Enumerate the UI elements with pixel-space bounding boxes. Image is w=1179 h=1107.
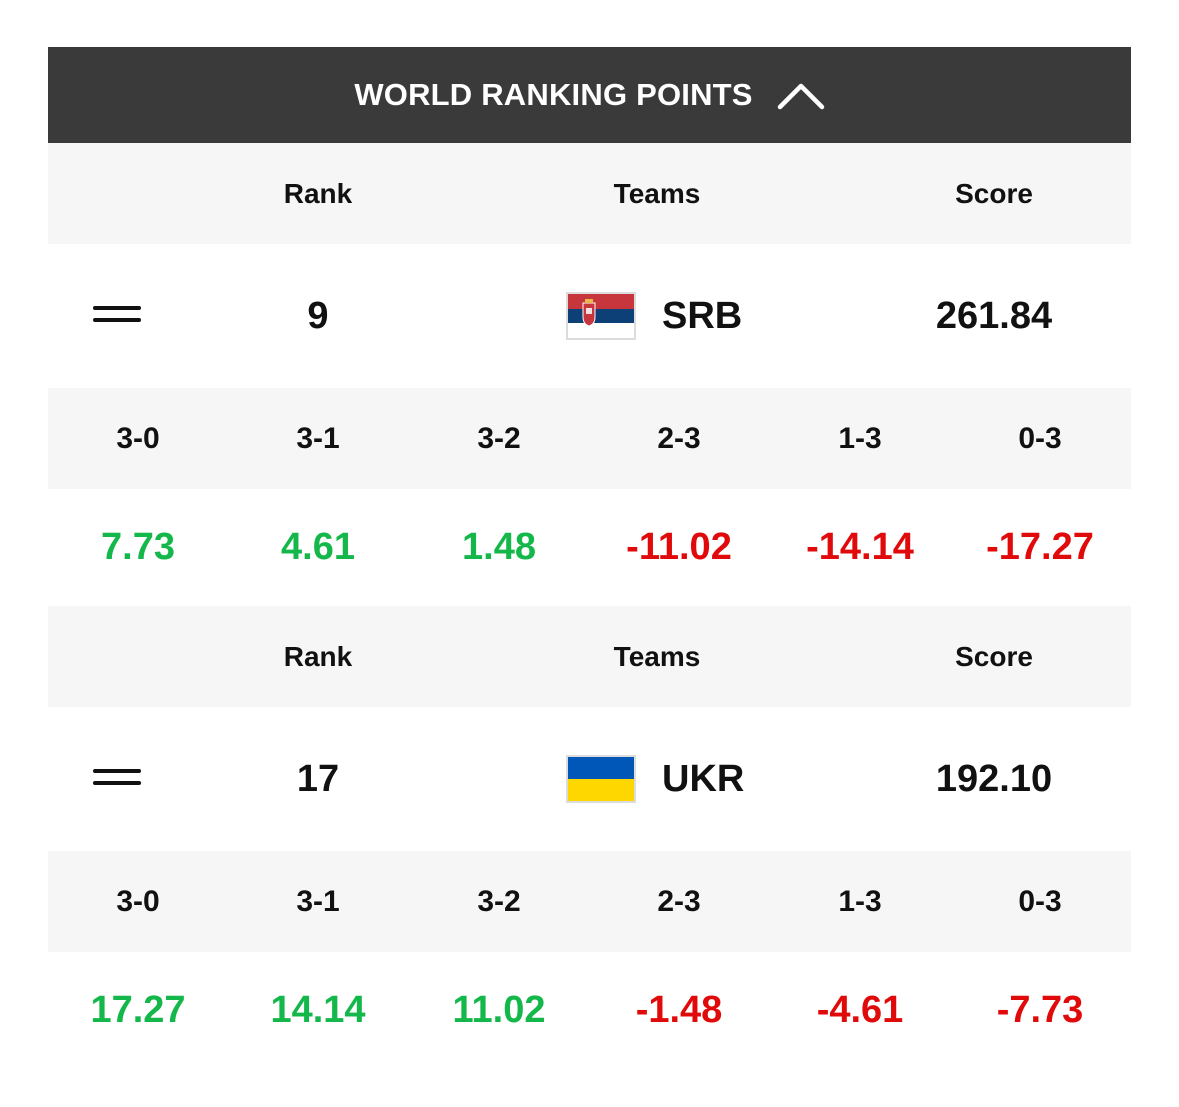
points-value: 17.27 [90, 989, 186, 1031]
column-header-row: Rank Teams Score [48, 143, 1131, 244]
equals-icon [93, 306, 141, 326]
set-result-header: 1-3 [838, 422, 882, 455]
set-result-header-row: 3-0 3-1 3-2 2-3 1-3 0-3 [48, 851, 1131, 952]
world-ranking-panel: WORLD RANKING POINTS Rank Teams Score 9 … [48, 47, 1131, 1069]
points-value: 11.02 [452, 989, 546, 1031]
header-title: WORLD RANKING POINTS [354, 77, 753, 112]
team-score: 192.10 [935, 758, 1053, 800]
team-rank: 17 [296, 758, 340, 800]
world-ranking-header[interactable]: WORLD RANKING POINTS [48, 47, 1131, 143]
ukraine-flag-icon [566, 755, 636, 803]
points-value: -1.48 [635, 989, 723, 1031]
team-code: SRB [662, 295, 743, 337]
chevron-up-icon[interactable] [777, 80, 825, 110]
rank-column-header: Rank [283, 178, 353, 209]
team-rank: 9 [307, 295, 329, 337]
equals-icon [93, 769, 141, 789]
set-result-header: 1-3 [838, 885, 882, 918]
teams-column-header: Teams [613, 178, 701, 209]
column-header-row: Rank Teams Score [48, 606, 1131, 707]
points-value: -11.02 [626, 526, 732, 568]
points-value: 1.48 [462, 526, 536, 568]
score-column-header: Score [955, 178, 1033, 209]
points-value: -14.14 [806, 526, 914, 568]
points-row-ukr: 17.27 14.14 11.02 -1.48 -4.61 -7.73 [48, 952, 1131, 1069]
set-result-header: 2-3 [657, 422, 701, 455]
rank-column-header: Rank [283, 641, 353, 672]
set-result-header: 3-2 [477, 422, 521, 455]
set-result-header-row: 3-0 3-1 3-2 2-3 1-3 0-3 [48, 388, 1131, 489]
points-row-srb: 7.73 4.61 1.48 -11.02 -14.14 -17.27 [48, 489, 1131, 606]
team-score: 261.84 [935, 295, 1053, 337]
set-result-header: 3-2 [477, 885, 521, 918]
set-result-header: 3-1 [296, 422, 340, 455]
set-result-header: 3-0 [116, 885, 160, 918]
teams-column-header: Teams [613, 641, 701, 672]
serbia-flag-icon [566, 292, 636, 340]
points-value: 14.14 [270, 989, 366, 1031]
set-result-header: 3-0 [116, 422, 160, 455]
set-result-header: 0-3 [1018, 885, 1062, 918]
set-result-header: 3-1 [296, 885, 340, 918]
set-result-header: 0-3 [1018, 422, 1062, 455]
team-row-srb: 9 SRB 261.84 [48, 244, 1131, 388]
points-value: 4.61 [281, 526, 355, 568]
team-code: UKR [662, 758, 745, 800]
points-value: -4.61 [816, 989, 904, 1031]
points-value: -17.27 [986, 526, 1094, 568]
team-row-ukr: 17 UKR 192.10 [48, 707, 1131, 851]
points-value: 7.73 [101, 526, 175, 568]
points-value: -7.73 [996, 989, 1084, 1031]
set-result-header: 2-3 [657, 885, 701, 918]
score-column-header: Score [955, 641, 1033, 672]
